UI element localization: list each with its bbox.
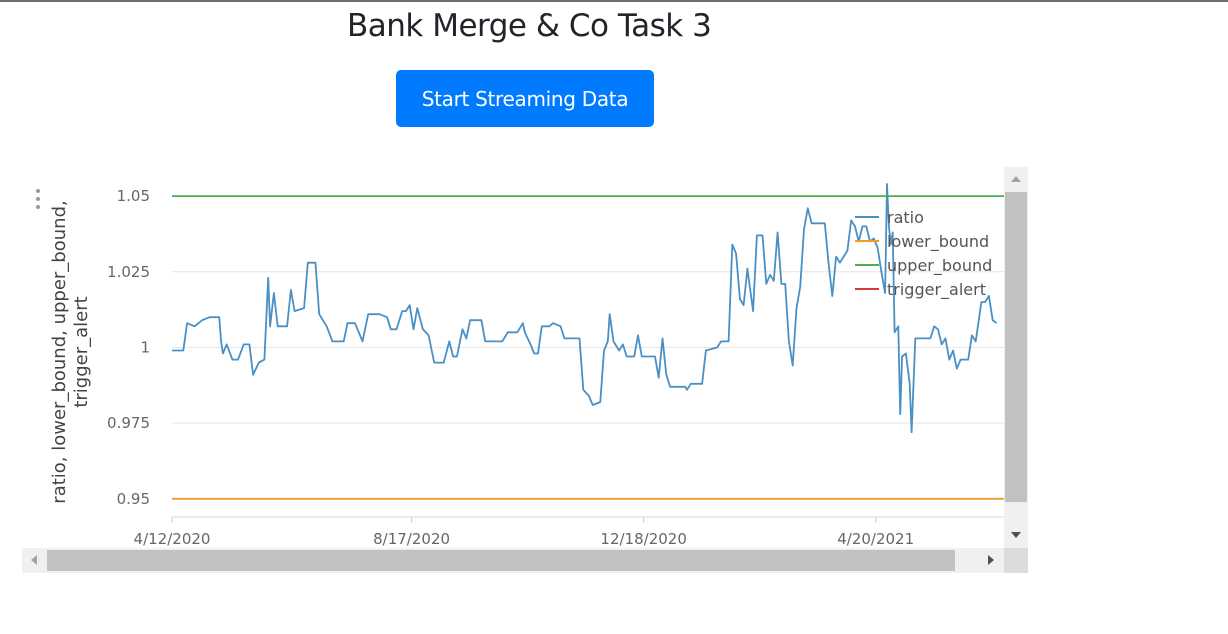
x-tick-label: 4/12/2020 xyxy=(134,530,211,548)
y-tick-label: 0.95 xyxy=(117,490,150,508)
legend-label-upper-bound: upper_bound xyxy=(887,256,992,276)
x-tick-label: 8/17/2020 xyxy=(373,530,450,548)
vertical-scrollbar[interactable] xyxy=(1004,167,1028,548)
horizontal-scroll-thumb[interactable] xyxy=(47,550,955,571)
series-line-ratio xyxy=(172,183,998,434)
y-tick-label: 1.025 xyxy=(107,263,150,281)
page-title: Bank Merge & Co Task 3 xyxy=(347,8,712,44)
kebab-menu-icon[interactable] xyxy=(34,189,42,209)
legend-label-ratio: ratio xyxy=(887,208,924,227)
arrow-down-icon[interactable] xyxy=(1011,532,1021,538)
x-tick-label: 4/20/2021 xyxy=(837,530,914,548)
x-tick-label: 12/18/2020 xyxy=(600,530,686,548)
line-chart[interactable]: 1.05 1.025 1 0.975 0.95 4/12/2020 8/17/2020 12/… xyxy=(22,167,1004,548)
legend-label-trigger-alert: trigger_alert xyxy=(887,280,986,300)
y-tick-label: 1 xyxy=(140,338,150,356)
chart-container: 1.05 1.025 1 0.975 0.95 4/12/2020 8/17/2020 12/… xyxy=(22,167,1028,573)
vertical-scroll-thumb[interactable] xyxy=(1005,192,1027,502)
arrow-up-icon[interactable] xyxy=(1011,176,1021,182)
y-axis-title: ratio, lower_bound, upper_bound,trigger_… xyxy=(49,200,92,503)
legend-label-lower-bound: lower_bound xyxy=(887,232,989,252)
y-tick-label: 1.05 xyxy=(117,187,150,205)
horizontal-scrollbar[interactable] xyxy=(22,548,1004,573)
top-border xyxy=(0,0,1228,2)
scrollbar-corner xyxy=(1004,548,1028,573)
arrow-left-icon[interactable] xyxy=(31,555,37,565)
arrow-right-icon[interactable] xyxy=(988,555,994,565)
y-tick-label: 0.975 xyxy=(107,414,150,432)
start-streaming-button[interactable]: Start Streaming Data xyxy=(396,70,654,127)
